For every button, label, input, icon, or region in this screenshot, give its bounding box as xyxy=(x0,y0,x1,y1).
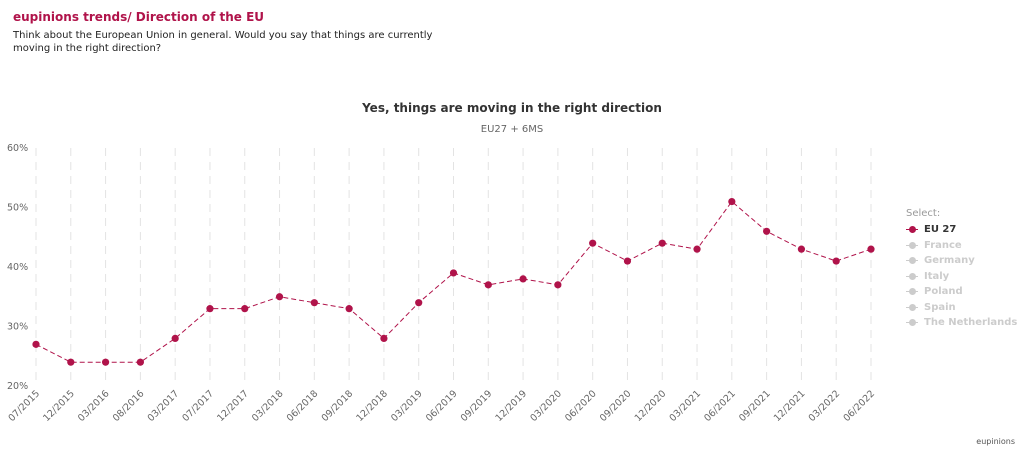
legend-marker-icon xyxy=(906,225,918,235)
legend-item[interactable]: Germany xyxy=(906,253,1017,269)
legend-item-label: EU 27 xyxy=(924,224,957,235)
data-point xyxy=(519,275,527,283)
legend-item[interactable]: Italy xyxy=(906,269,1017,285)
data-point xyxy=(275,293,284,301)
chart-series xyxy=(32,197,875,366)
data-point xyxy=(658,239,666,247)
data-point xyxy=(763,227,771,235)
x-tick-label: 03/2022 xyxy=(807,388,843,424)
chart-subtitle: EU27 + 6MS xyxy=(480,124,544,135)
data-point xyxy=(484,281,492,289)
legend-item[interactable]: Poland xyxy=(906,284,1017,300)
x-tick-label: 03/2021 xyxy=(667,388,703,424)
legend-marker-icon xyxy=(906,256,918,266)
x-tick-label: 03/2020 xyxy=(528,388,564,424)
y-tick-label: 30% xyxy=(7,322,28,333)
x-tick-label: 06/2022 xyxy=(841,388,877,424)
legend-marker-icon xyxy=(906,302,918,312)
y-tick-label: 50% xyxy=(7,203,28,214)
x-tick-label: 03/2019 xyxy=(389,388,425,424)
legend-marker-icon xyxy=(906,271,918,281)
data-point xyxy=(415,299,423,307)
legend-item-label: The Netherlands xyxy=(924,317,1018,328)
x-tick-label: 12/2021 xyxy=(772,388,808,424)
data-point xyxy=(623,257,632,265)
x-tick-label: 09/2019 xyxy=(459,388,495,424)
legend-item-label: Poland xyxy=(924,286,963,297)
data-point xyxy=(449,269,458,277)
x-tick-label: 09/2021 xyxy=(737,388,773,424)
legend-item[interactable]: Spain xyxy=(906,300,1017,316)
x-tick-label: 09/2020 xyxy=(598,388,634,424)
x-tick-label: 06/2018 xyxy=(285,388,321,424)
y-tick-label: 40% xyxy=(7,262,28,273)
data-point xyxy=(832,257,840,265)
legend-item[interactable]: France xyxy=(906,238,1017,254)
data-point xyxy=(728,197,736,206)
data-point xyxy=(171,334,179,342)
legend-items: EU 27 France Germany Italy Poland Spain The Ne… xyxy=(906,222,1017,331)
x-tick-label: 07/2017 xyxy=(180,388,216,424)
legend-marker-icon xyxy=(906,287,918,297)
legend-marker-icon xyxy=(906,318,918,328)
data-point xyxy=(797,245,806,253)
chart-grid xyxy=(35,148,872,386)
legend-item-label: Spain xyxy=(924,301,956,313)
survey-question: Think about the European Union in genera… xyxy=(13,30,433,54)
x-axis: 07/2015 12/2015 03/2016 08/2016 03/2017 07/20… xyxy=(6,388,877,424)
data-point xyxy=(101,358,110,366)
legend-item[interactable]: EU 27 xyxy=(906,222,1017,238)
data-point xyxy=(67,358,75,366)
x-tick-label: 03/2018 xyxy=(250,388,286,424)
x-tick-label: 06/2021 xyxy=(702,388,738,424)
x-tick-label: 06/2019 xyxy=(424,388,460,424)
data-point xyxy=(380,334,388,342)
x-tick-label: 12/2018 xyxy=(354,388,390,424)
data-point xyxy=(136,358,144,366)
data-point xyxy=(206,305,214,313)
x-tick-label: 03/2016 xyxy=(76,388,112,424)
x-tick-label: 12/2019 xyxy=(494,388,530,424)
data-point xyxy=(310,299,318,307)
legend-item-label: Germany xyxy=(924,255,975,266)
x-tick-label: 06/2020 xyxy=(563,388,599,424)
x-tick-label: 12/2015 xyxy=(41,388,77,424)
legend-marker-icon xyxy=(906,240,918,250)
data-point xyxy=(867,245,875,253)
legend-item-label: Italy xyxy=(924,270,950,282)
page-title: eupinions trends/ Direction of the EU xyxy=(13,10,265,24)
x-tick-label: 07/2015 xyxy=(6,388,42,424)
data-point xyxy=(32,340,40,348)
data-point xyxy=(693,245,701,253)
x-tick-label: 03/2017 xyxy=(146,388,182,424)
x-tick-label: 12/2017 xyxy=(215,388,251,424)
credit-label: eupinions xyxy=(976,437,1015,446)
y-tick-label: 20% xyxy=(7,381,28,392)
data-point xyxy=(345,305,353,313)
data-point xyxy=(241,305,249,313)
x-tick-label: 08/2016 xyxy=(111,388,147,424)
data-point xyxy=(589,239,597,247)
legend-title: Select: xyxy=(906,208,941,219)
x-tick-label: 09/2018 xyxy=(320,388,356,424)
chart-title: Yes, things are moving in the right dire… xyxy=(362,101,662,115)
x-tick-label: 12/2020 xyxy=(633,388,669,424)
data-point xyxy=(554,281,562,289)
y-axis: 20% 30% 40% 50% 60% xyxy=(7,143,28,392)
legend-item[interactable]: The Netherlands xyxy=(906,315,1017,331)
legend-item-label: France xyxy=(924,239,962,251)
y-tick-label: 60% xyxy=(7,143,28,154)
legend: Select: EU 27 France Germany Italy Poland Spa… xyxy=(906,208,1017,331)
